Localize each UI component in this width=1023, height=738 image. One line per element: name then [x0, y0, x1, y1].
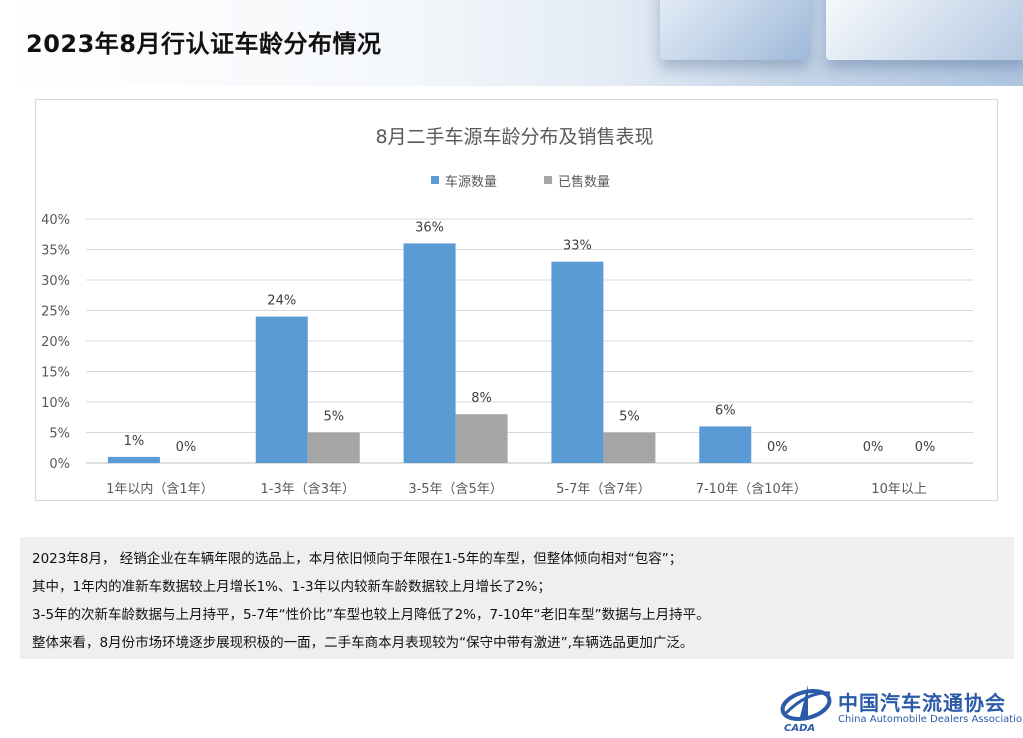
data-label: 0% — [863, 440, 884, 455]
data-label: 36% — [415, 220, 444, 235]
cada-logo-icon: CADA — [780, 685, 832, 733]
bar-supply — [107, 456, 160, 463]
bar-sold — [603, 432, 656, 463]
association-logo: CADA 中国汽车流通协会 China Automobile Dealers A… — [778, 683, 1023, 733]
data-label: 1% — [124, 434, 145, 449]
chart-container: 8月二手车源车龄分布及销售表现车源数量 已售数量 0% 5% 10% 15% 20% 25% 3… — [35, 99, 998, 501]
commentary-line: 整体来看，8月份市场环境逐步展现积极的一面，二手车商本月表现较为“保守中带有激进… — [32, 635, 694, 651]
decorative-cube — [826, 0, 1023, 60]
y-tick-label: 5% — [49, 427, 70, 442]
data-label: 8% — [471, 391, 492, 406]
y-tick-label: 35% — [41, 244, 70, 259]
x-tick-label: 1年以内（含1年） — [106, 481, 214, 497]
y-tick-label: 20% — [41, 335, 70, 350]
logo-abbr: CADA — [784, 723, 815, 733]
commentary-line: 2023年8月， 经销企业在车辆年限的选品上，本月依旧倾向于年限在1-5年的车型… — [32, 551, 683, 567]
legend-label: 已售数量 — [558, 174, 610, 190]
chart-title: 8月二手车源车龄分布及销售表现 — [375, 126, 653, 148]
data-label: 0% — [176, 440, 197, 455]
x-tick-label: 7-10年（含10年） — [696, 481, 807, 497]
bar-supply — [403, 243, 456, 463]
data-label: 0% — [767, 440, 788, 455]
decorative-cube — [660, 0, 810, 60]
bar-supply — [699, 426, 752, 463]
logo-english-name: China Automobile Dealers Association — [838, 714, 1023, 725]
legend-swatch — [544, 176, 552, 184]
commentary-line: 3-5年的次新车龄数据与上月持平，5-7年“性价比”车型也较上月降低了2%，7-… — [32, 607, 710, 623]
data-label: 33% — [563, 239, 592, 254]
data-label: 5% — [619, 410, 640, 425]
x-tick-label: 3-5年（含5年） — [408, 481, 503, 497]
header-banner: 2023年8月行认证车龄分布情况 — [0, 0, 1023, 86]
x-tick-label: 1-3年（含3年） — [260, 481, 355, 497]
bar-sold — [455, 414, 508, 463]
commentary-box: 2023年8月， 经销企业在车辆年限的选品上，本月依旧倾向于年限在1-5年的车型… — [20, 537, 1014, 659]
y-tick-label: 10% — [41, 396, 70, 411]
data-label: 6% — [715, 403, 736, 418]
bar-supply — [551, 261, 604, 463]
logo-name: 中国汽车流通协会 — [838, 691, 1006, 715]
page-title: 2023年8月行认证车龄分布情况 — [26, 30, 382, 58]
data-label: 0% — [915, 440, 936, 455]
y-tick-label: 0% — [49, 457, 70, 472]
y-tick-label: 40% — [41, 213, 70, 228]
legend-swatch — [431, 176, 439, 184]
commentary-line: 其中，1年内的准新车数据较上月增长1%、1-3年以内较新车龄数据较上月增长了2%… — [32, 579, 551, 595]
x-tick-label: 10年以上 — [871, 482, 927, 497]
data-label: 24% — [267, 294, 296, 309]
y-tick-label: 30% — [41, 274, 70, 289]
y-tick-label: 25% — [41, 305, 70, 320]
legend-label: 车源数量 — [445, 174, 497, 190]
y-tick-label: 15% — [41, 366, 70, 381]
x-tick-label: 5-7年（含7年） — [556, 481, 651, 497]
bar-sold — [307, 432, 360, 463]
bar-supply — [255, 316, 308, 463]
data-label: 5% — [323, 410, 344, 425]
